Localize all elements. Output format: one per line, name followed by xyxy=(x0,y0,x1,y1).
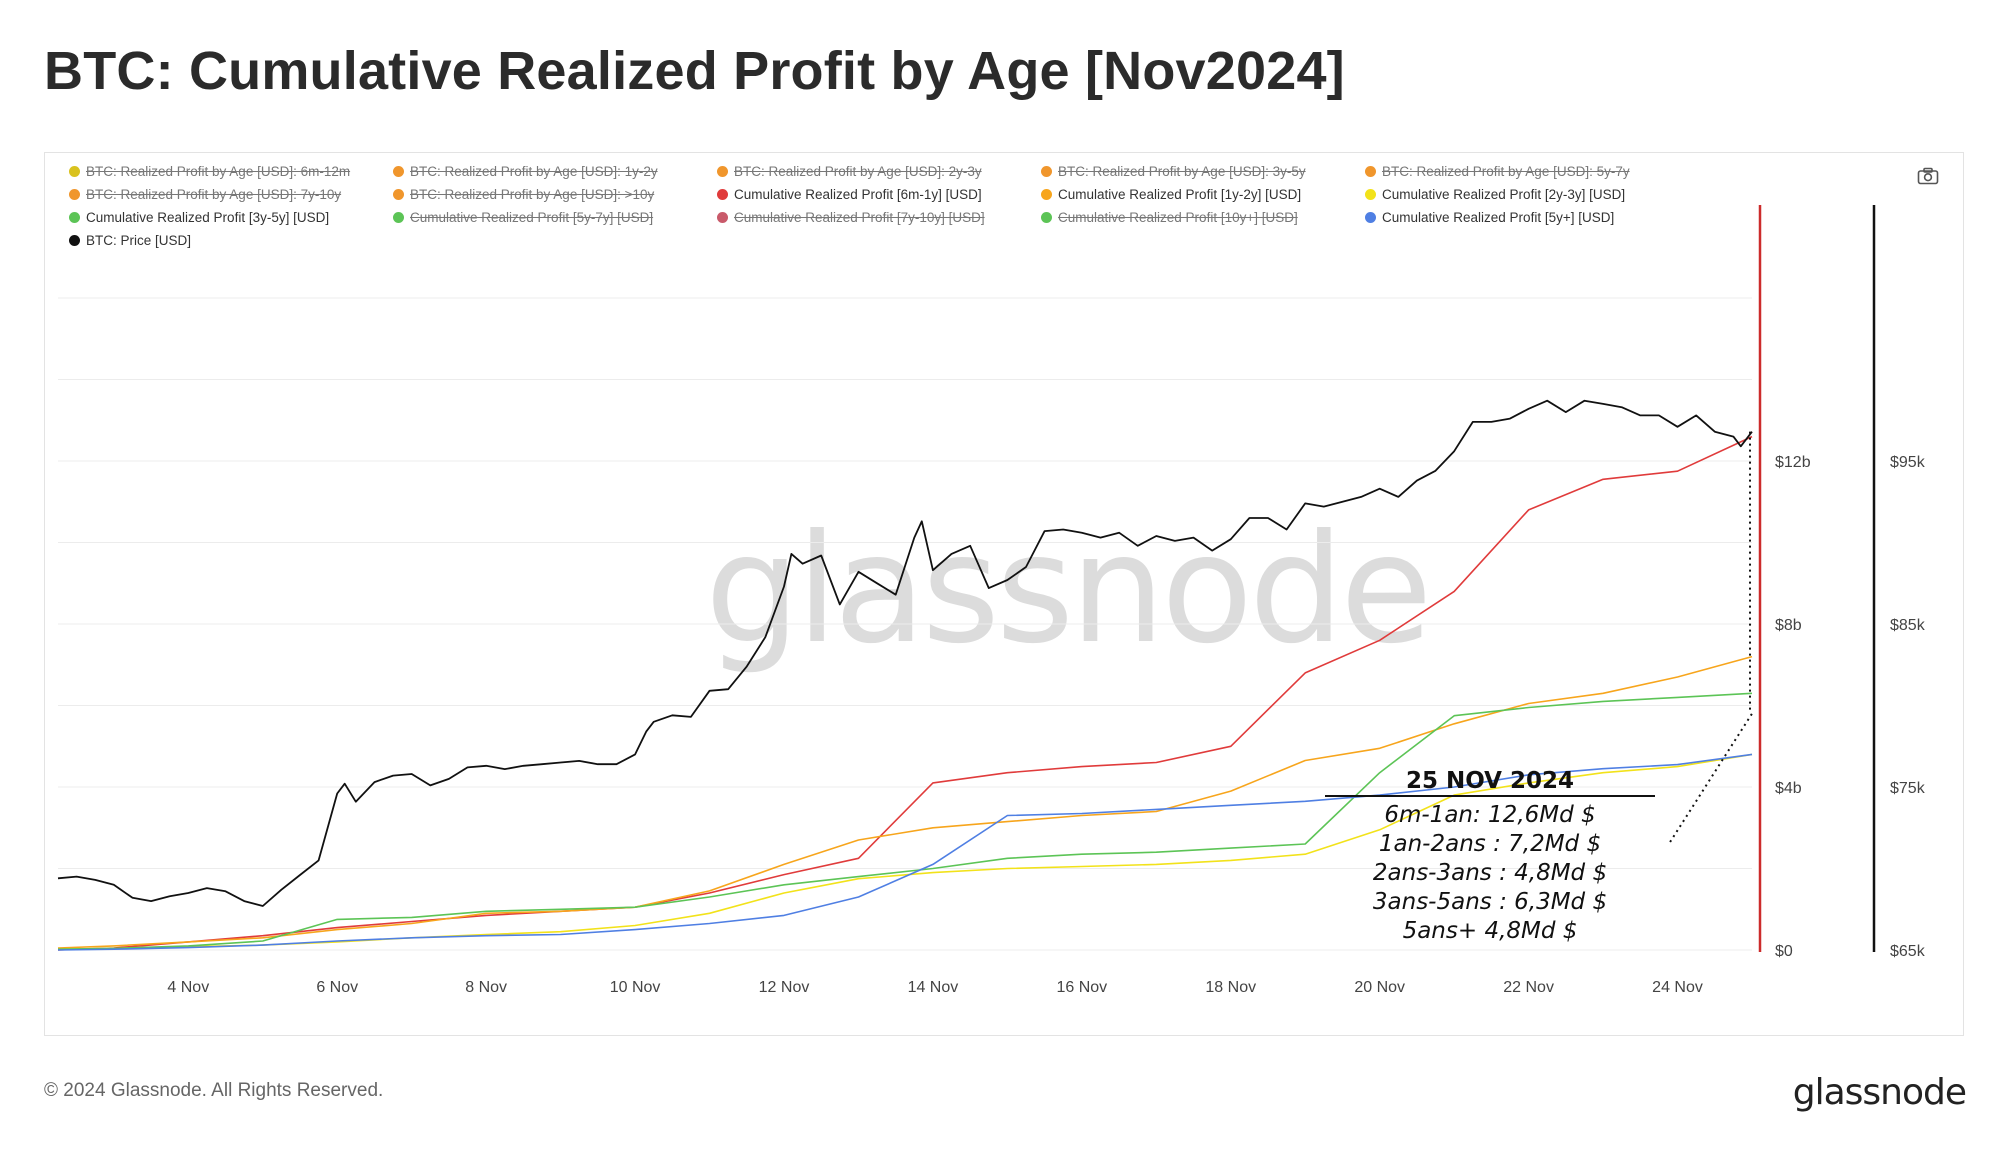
legend-dot-icon xyxy=(393,189,404,200)
legend-dot-icon xyxy=(69,212,80,223)
legend-item[interactable]: Cumulative Realized Profit [2y-3y] [USD] xyxy=(1365,186,1689,203)
y-left-tick-label: $8b xyxy=(1775,617,1802,634)
legend-label: Cumulative Realized Profit [10y+] [USD] xyxy=(1058,210,1298,225)
series-line-0 xyxy=(57,435,1753,951)
annotation-line: 5ans+ 4,8Md $ xyxy=(1402,918,1578,944)
x-tick-label: 16 Nov xyxy=(1056,979,1107,996)
legend-item[interactable]: Cumulative Realized Profit [3y-5y] [USD] xyxy=(69,209,393,226)
annotation-connector xyxy=(1669,713,1753,843)
y-right-tick-label: $75k xyxy=(1890,780,1926,797)
legend-item[interactable]: BTC: Price [USD] xyxy=(69,232,393,249)
series-line-4 xyxy=(57,753,1753,951)
legend-item[interactable]: Cumulative Realized Profit [10y+] [USD] xyxy=(1041,209,1365,226)
legend-label: BTC: Realized Profit by Age [USD]: >10y xyxy=(410,187,655,202)
legend-item[interactable]: BTC: Realized Profit by Age [USD]: >10y xyxy=(393,186,717,203)
legend-label: BTC: Realized Profit by Age [USD]: 6m-12… xyxy=(86,164,351,179)
x-tick-label: 24 Nov xyxy=(1652,979,1703,996)
legend-dot-icon xyxy=(717,189,728,200)
legend-item[interactable]: BTC: Realized Profit by Age [USD]: 7y-10… xyxy=(69,186,393,203)
series-line-3 xyxy=(57,692,1753,950)
legend-dot-icon xyxy=(69,235,80,246)
x-tick-label: 22 Nov xyxy=(1503,979,1554,996)
legend-item[interactable]: Cumulative Realized Profit [5y-7y] [USD] xyxy=(393,209,717,226)
legend-label: Cumulative Realized Profit [6m-1y] [USD] xyxy=(734,187,982,202)
legend-item[interactable]: BTC: Realized Profit by Age [USD]: 6m-12… xyxy=(69,163,393,180)
chart-frame: BTC: Realized Profit by Age [USD]: 6m-12… xyxy=(44,152,1964,1036)
legend-label: Cumulative Realized Profit [3y-5y] [USD] xyxy=(86,210,330,225)
series-line-1 xyxy=(57,655,1753,949)
legend-item[interactable]: BTC: Realized Profit by Age [USD]: 1y-2y xyxy=(393,163,717,180)
legend-item[interactable]: BTC: Realized Profit by Age [USD]: 2y-3y xyxy=(717,163,1041,180)
legend-dot-icon xyxy=(1365,189,1376,200)
legend-item[interactable]: BTC: Realized Profit by Age [USD]: 5y-7y xyxy=(1365,163,1689,180)
legend-dot-icon xyxy=(69,189,80,200)
legend-label: BTC: Realized Profit by Age [USD]: 1y-2y xyxy=(410,164,658,179)
legend-item[interactable]: Cumulative Realized Profit [7y-10y] [USD… xyxy=(717,209,1041,226)
legend-label: BTC: Realized Profit by Age [USD]: 7y-10… xyxy=(86,187,342,202)
legend-label: Cumulative Realized Profit [2y-3y] [USD] xyxy=(1382,187,1626,202)
legend-item[interactable]: BTC: Realized Profit by Age [USD]: 3y-5y xyxy=(1041,163,1365,180)
legend-item[interactable]: Cumulative Realized Profit [5y+] [USD] xyxy=(1365,209,1689,226)
legend-label: Cumulative Realized Profit [5y+] [USD] xyxy=(1382,210,1615,225)
annotation-line: 6m-1an: 12,6Md $ xyxy=(1384,802,1596,828)
legend-dot-icon xyxy=(1041,212,1052,223)
x-tick-label: 18 Nov xyxy=(1205,979,1256,996)
y-right-tick-label: $65k xyxy=(1890,943,1926,960)
legend-item[interactable]: Cumulative Realized Profit [1y-2y] [USD] xyxy=(1041,186,1365,203)
legend-dot-icon xyxy=(1365,212,1376,223)
legend-item[interactable]: Cumulative Realized Profit [6m-1y] [USD] xyxy=(717,186,1041,203)
legend-label: Cumulative Realized Profit [1y-2y] [USD] xyxy=(1058,187,1302,202)
y-left-tick-label: $0 xyxy=(1775,943,1793,960)
x-tick-label: 20 Nov xyxy=(1354,979,1405,996)
page-title: BTC: Cumulative Realized Profit by Age [… xyxy=(44,41,1345,101)
legend-dot-icon xyxy=(393,166,404,177)
legend-dot-icon xyxy=(1041,189,1052,200)
legend: BTC: Realized Profit by Age [USD]: 6m-12… xyxy=(69,163,1709,249)
annotation-date: 25 NOV 2024 xyxy=(1325,768,1655,797)
legend-label: Cumulative Realized Profit [7y-10y] [USD… xyxy=(734,210,985,225)
x-tick-label: 10 Nov xyxy=(610,979,661,996)
x-tick-label: 14 Nov xyxy=(908,979,959,996)
footer-logo[interactable]: glassnode xyxy=(1792,1072,1967,1113)
annotation-box: 25 NOV 2024 6m-1an: 12,6Md $ 1an-2ans : … xyxy=(1325,768,1655,946)
y-right-tick-label: $85k xyxy=(1890,617,1926,634)
legend-label: Cumulative Realized Profit [5y-7y] [USD] xyxy=(410,210,654,225)
legend-dot-icon xyxy=(717,212,728,223)
legend-dot-icon xyxy=(393,212,404,223)
camera-icon[interactable] xyxy=(1917,167,1939,185)
legend-label: BTC: Realized Profit by Age [USD]: 2y-3y xyxy=(734,164,982,179)
y-right-tick-label: $95k xyxy=(1890,454,1926,471)
legend-dot-icon xyxy=(1041,166,1052,177)
watermark: glassnode xyxy=(705,503,1432,677)
legend-dot-icon xyxy=(69,166,80,177)
legend-label: BTC: Realized Profit by Age [USD]: 3y-5y xyxy=(1058,164,1306,179)
y-left-tick-label: $12b xyxy=(1775,454,1811,471)
x-tick-label: 12 Nov xyxy=(759,979,810,996)
legend-dot-icon xyxy=(717,166,728,177)
y-left-tick-label: $4b xyxy=(1775,780,1802,797)
x-tick-label: 6 Nov xyxy=(316,979,358,996)
annotation-line: 2ans-3ans : 4,8Md $ xyxy=(1372,860,1608,886)
x-tick-label: 8 Nov xyxy=(465,979,507,996)
legend-label: BTC: Realized Profit by Age [USD]: 5y-7y xyxy=(1382,164,1630,179)
annotation-line: 3ans-5ans : 6,3Md $ xyxy=(1372,889,1608,915)
legend-dot-icon xyxy=(1365,166,1376,177)
annotation-line: 1an-2ans : 7,2Md $ xyxy=(1378,831,1602,857)
x-tick-label: 4 Nov xyxy=(167,979,209,996)
legend-label: BTC: Price [USD] xyxy=(86,233,192,248)
series-line-btc-price xyxy=(57,399,1753,907)
footer-copyright: © 2024 Glassnode. All Rights Reserved. xyxy=(44,1080,384,1101)
